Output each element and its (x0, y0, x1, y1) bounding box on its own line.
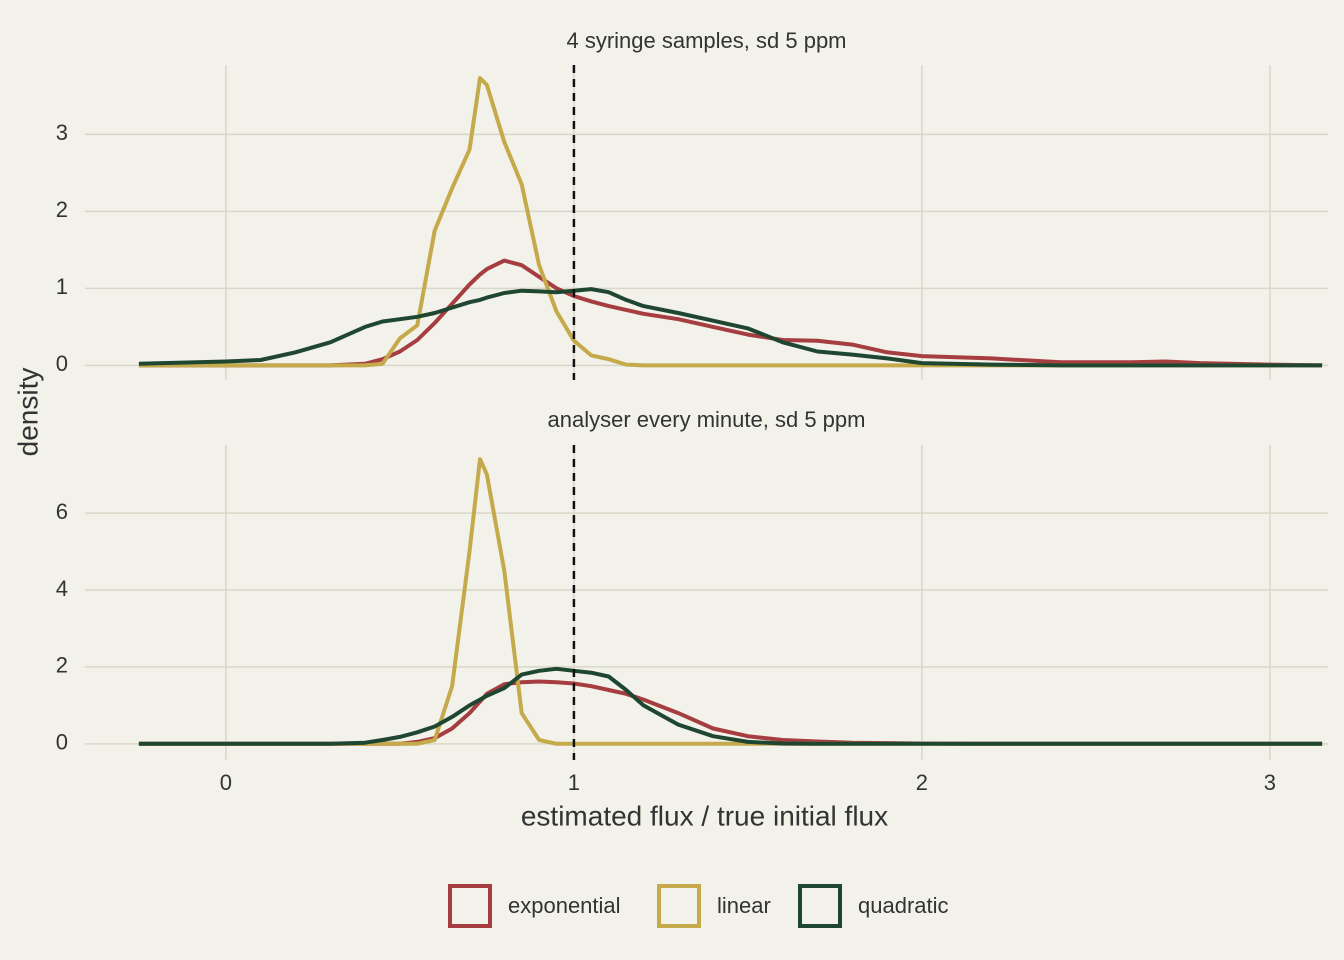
legend-key (798, 884, 842, 928)
y-tick-label: 6 (56, 499, 68, 524)
legend-key (448, 884, 492, 928)
y-tick-label: 2 (56, 197, 68, 222)
density-line (138, 287, 1323, 368)
x-tick-label: 2 (916, 770, 928, 795)
y-tick-label: 3 (56, 120, 68, 145)
x-axis-label: estimated flux / true initial flux (521, 800, 888, 831)
y-tick-label: 0 (56, 351, 68, 376)
legend-label: linear (717, 893, 771, 918)
density-line (138, 666, 1323, 746)
legend-label: exponential (508, 893, 621, 918)
panel-title: analyser every minute, sd 5 ppm (548, 407, 866, 432)
legend-key (657, 884, 701, 928)
y-tick-label: 1 (56, 274, 68, 299)
x-tick-label: 3 (1264, 770, 1276, 795)
y-tick-label: 2 (56, 653, 68, 678)
panel-title: 4 syringe samples, sd 5 ppm (566, 28, 846, 53)
legend-label: quadratic (858, 893, 949, 918)
x-tick-label: 0 (220, 770, 232, 795)
y-axis-label: density (12, 368, 43, 457)
y-tick-label: 0 (56, 730, 68, 755)
y-tick-label: 4 (56, 576, 68, 601)
x-tick-label: 1 (568, 770, 580, 795)
